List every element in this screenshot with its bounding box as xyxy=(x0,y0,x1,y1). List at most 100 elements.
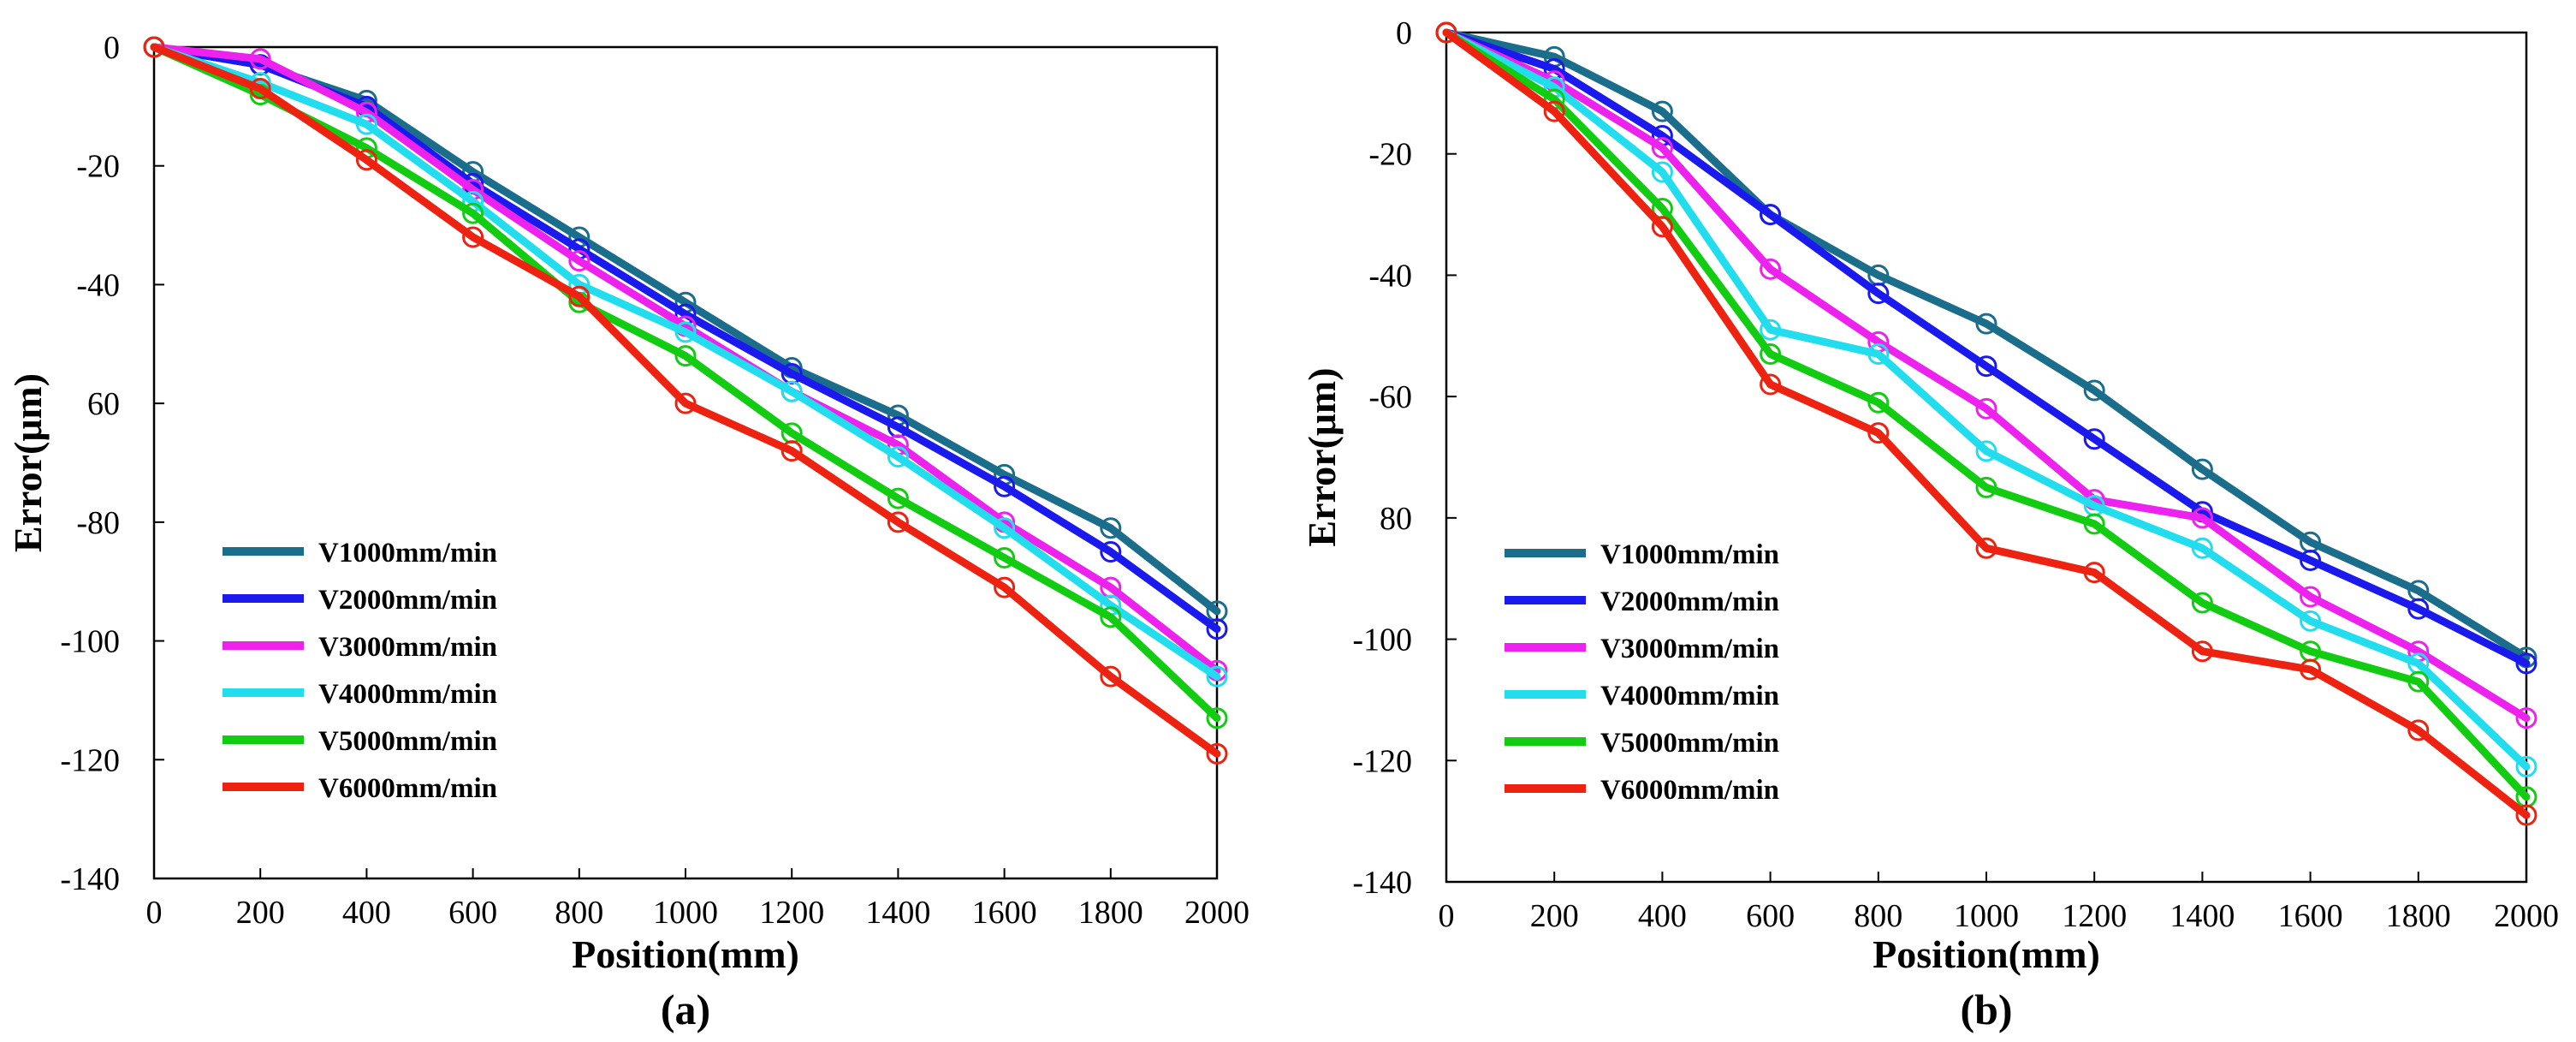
data-point xyxy=(1760,343,1782,366)
y-tick-label: 80 xyxy=(1380,501,1412,537)
data-point xyxy=(1867,283,1890,305)
data-point xyxy=(2083,562,2105,584)
x-tick-label: 800 xyxy=(555,895,603,931)
data-point xyxy=(674,392,697,414)
data-point xyxy=(1100,541,1122,563)
data-point xyxy=(462,202,484,224)
data-point xyxy=(1206,618,1228,640)
data-point xyxy=(1975,397,1997,420)
x-tick-label: 600 xyxy=(448,895,497,931)
data-point xyxy=(1760,204,1782,226)
panel-label: (a) xyxy=(661,985,710,1033)
x-tick-label: 600 xyxy=(1746,898,1795,934)
data-point xyxy=(887,487,909,509)
legend-label: V6000mm/min xyxy=(318,773,497,804)
x-tick-label: 1600 xyxy=(2278,898,2343,934)
legend-label: V5000mm/min xyxy=(1600,728,1779,759)
data-point xyxy=(2083,513,2105,535)
x-tick-label: 400 xyxy=(342,895,391,931)
legend-label: V1000mm/min xyxy=(318,538,497,569)
y-tick-label: -20 xyxy=(1368,137,1412,173)
data-point xyxy=(994,576,1016,598)
y-tick-label: -100 xyxy=(1352,622,1412,658)
panel-label: (b) xyxy=(1960,985,2012,1033)
data-point xyxy=(355,113,377,135)
data-point xyxy=(994,517,1016,539)
data-point xyxy=(1100,606,1122,628)
data-point xyxy=(568,285,591,307)
y-tick-label: -120 xyxy=(60,742,120,778)
y-axis-title: Error(μm) xyxy=(6,373,50,552)
chart-panel-b: 0 200 400 600 800 1000 1200 1400 1600 1800 2000 0 -2… xyxy=(1300,15,2559,1033)
series-line-v3000mm-min xyxy=(150,43,1221,675)
data-point xyxy=(568,250,591,272)
data-point xyxy=(2083,428,2105,450)
data-point xyxy=(249,48,271,70)
y-axis-title: Error(μm) xyxy=(1300,367,1344,546)
data-point xyxy=(1760,319,1782,341)
data-point xyxy=(462,226,484,248)
data-point xyxy=(1651,161,1673,183)
series-line-v5000mm-min xyxy=(1442,28,2531,801)
data-point xyxy=(1760,373,1782,396)
x-axis-title: Position(mm) xyxy=(572,932,799,976)
legend-label: V3000mm/min xyxy=(1600,634,1779,664)
data-point xyxy=(1100,665,1122,688)
y-tick-label: -40 xyxy=(1368,258,1412,294)
legend-label: V2000mm/min xyxy=(318,585,497,616)
y-tick-label: -140 xyxy=(60,861,120,897)
x-tick-label: 1600 xyxy=(972,895,1037,931)
data-point xyxy=(2191,592,2213,614)
chart-panel-a: 0 200 400 600 800 1000 1200 1400 1600 1800 2000 0 -2… xyxy=(6,30,1249,1033)
data-point xyxy=(2191,537,2213,559)
data-point xyxy=(2515,804,2537,826)
data-point xyxy=(2083,379,2105,402)
data-point xyxy=(781,440,803,462)
data-point xyxy=(887,446,909,468)
series-line-v6000mm-min xyxy=(1442,28,2531,819)
x-tick-label: 800 xyxy=(1854,898,1902,934)
y-tick-label: -20 xyxy=(76,149,120,185)
data-point xyxy=(1435,21,1457,44)
data-point xyxy=(1867,343,1890,366)
data-point xyxy=(1651,216,1673,238)
data-point xyxy=(2191,458,2213,480)
data-point xyxy=(249,78,271,100)
x-tick-label: 400 xyxy=(1638,898,1687,934)
data-point xyxy=(1867,391,1890,414)
data-point xyxy=(1206,707,1228,729)
data-point xyxy=(2515,652,2537,675)
legend-label: V5000mm/min xyxy=(318,726,497,757)
x-tick-label: 1800 xyxy=(2386,898,2451,934)
data-point xyxy=(994,546,1016,569)
data-point xyxy=(1975,440,1997,462)
legend-label: V1000mm/min xyxy=(1600,539,1779,570)
legend-label: V4000mm/min xyxy=(1600,681,1779,712)
y-tick-label: 60 xyxy=(87,386,120,422)
y-tick-label: -120 xyxy=(1352,743,1412,779)
data-point xyxy=(1651,137,1673,159)
series-line-v4000mm-min xyxy=(150,43,1221,681)
x-tick-label: 1000 xyxy=(1954,898,2019,934)
y-tick-label: -100 xyxy=(60,624,120,660)
data-point xyxy=(1543,100,1565,122)
y-tick-label: -40 xyxy=(76,267,120,303)
data-point xyxy=(1975,476,1997,498)
series-line-v2000mm-min xyxy=(150,43,1221,634)
data-point xyxy=(2300,549,2322,571)
data-point xyxy=(781,380,803,402)
y-tick-label: -60 xyxy=(1368,379,1412,415)
data-point xyxy=(674,345,697,367)
data-point xyxy=(2300,586,2322,608)
data-point xyxy=(2300,610,2322,632)
x-tick-label: 1000 xyxy=(653,895,718,931)
x-tick-label: 1400 xyxy=(865,895,930,931)
data-point xyxy=(887,511,909,533)
series-line-v1000mm-min xyxy=(1442,28,2531,662)
x-tick-label: 2000 xyxy=(2494,898,2559,934)
data-point xyxy=(143,36,165,58)
x-tick-label: 1800 xyxy=(1078,895,1143,931)
x-tick-label: 200 xyxy=(236,895,285,931)
x-tick-label: 1200 xyxy=(2062,898,2127,934)
